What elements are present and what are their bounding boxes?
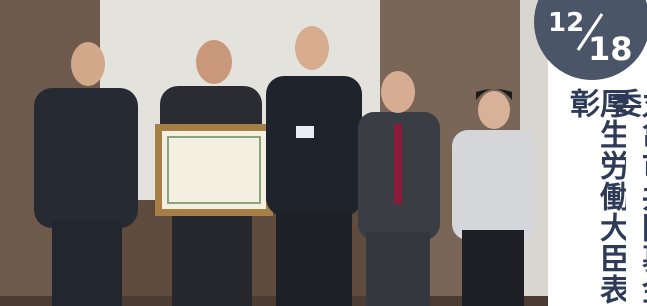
person-face	[196, 40, 232, 84]
person-trousers	[366, 232, 430, 306]
headline-line: 厚生労働大臣表彰	[566, 88, 626, 306]
person-face	[381, 71, 415, 113]
photo	[0, 0, 647, 306]
name-badge	[296, 126, 314, 138]
badge-month: 12	[548, 8, 584, 38]
person-trousers	[172, 212, 252, 306]
badge-day: 18	[588, 30, 633, 68]
person-face	[478, 91, 510, 129]
tie	[394, 124, 402, 204]
person-face	[71, 42, 105, 86]
person-trousers	[276, 210, 352, 306]
person-jacket	[452, 130, 536, 240]
certificate	[162, 131, 266, 209]
person-suit	[34, 88, 138, 228]
person-face	[295, 26, 329, 70]
person-skirt	[462, 230, 524, 306]
person-trousers	[52, 220, 122, 306]
person-suit	[266, 76, 362, 216]
page: 12 18 丸亀市共同募金委 厚生労働大臣表彰	[0, 0, 647, 306]
